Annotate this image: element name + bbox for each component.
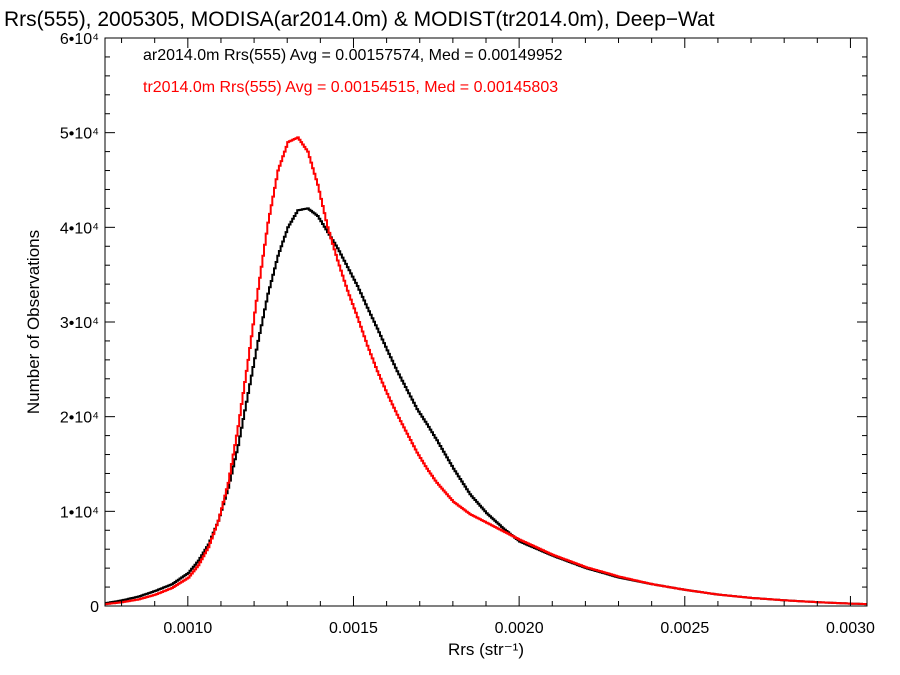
legend-entry-ar2014: ar2014.0m Rrs(555) Avg = 0.00157574, Med… — [143, 47, 563, 64]
series-line-1 — [105, 136, 867, 606]
y-tick-label-6: 6•10⁴ — [60, 31, 99, 48]
x-tick-label-1: 0.0015 — [329, 620, 378, 637]
y-tick-label-4: 4•10⁴ — [60, 220, 99, 237]
x-tick-label-3: 0.0025 — [660, 620, 709, 637]
series-line-0 — [105, 207, 867, 606]
legend-entry-tr2014: tr2014.0m Rrs(555) Avg = 0.00154515, Med… — [143, 79, 558, 96]
y-tick-label-5: 5•10⁴ — [60, 126, 99, 143]
chart-title: Rrs(555), 2005305, MODISA(ar2014.0m) & M… — [4, 8, 715, 31]
x-axis-label: Rrs (str⁻¹) — [448, 640, 524, 659]
y-tick-label-3: 3•10⁴ — [60, 315, 99, 332]
y-tick-label-2: 2•10⁴ — [60, 410, 99, 427]
y-axis: 0 1•10⁴ 2•10⁴ 3•10⁴ 4•10⁴ 5•10⁴ 6•10⁴ — [60, 31, 867, 616]
y-tick-label-0: 0 — [90, 599, 99, 616]
x-axis: 0.0010 0.0015 0.0020 0.0025 0.0030 — [121, 38, 875, 637]
x-tick-label-0: 0.0010 — [163, 620, 212, 637]
series-layer — [105, 136, 867, 606]
x-tick-label-2: 0.0020 — [495, 620, 544, 637]
x-tick-label-4: 0.0030 — [826, 620, 875, 637]
y-axis-label: Number of Observations — [24, 230, 43, 414]
y-tick-label-1: 1•10⁴ — [60, 504, 99, 521]
